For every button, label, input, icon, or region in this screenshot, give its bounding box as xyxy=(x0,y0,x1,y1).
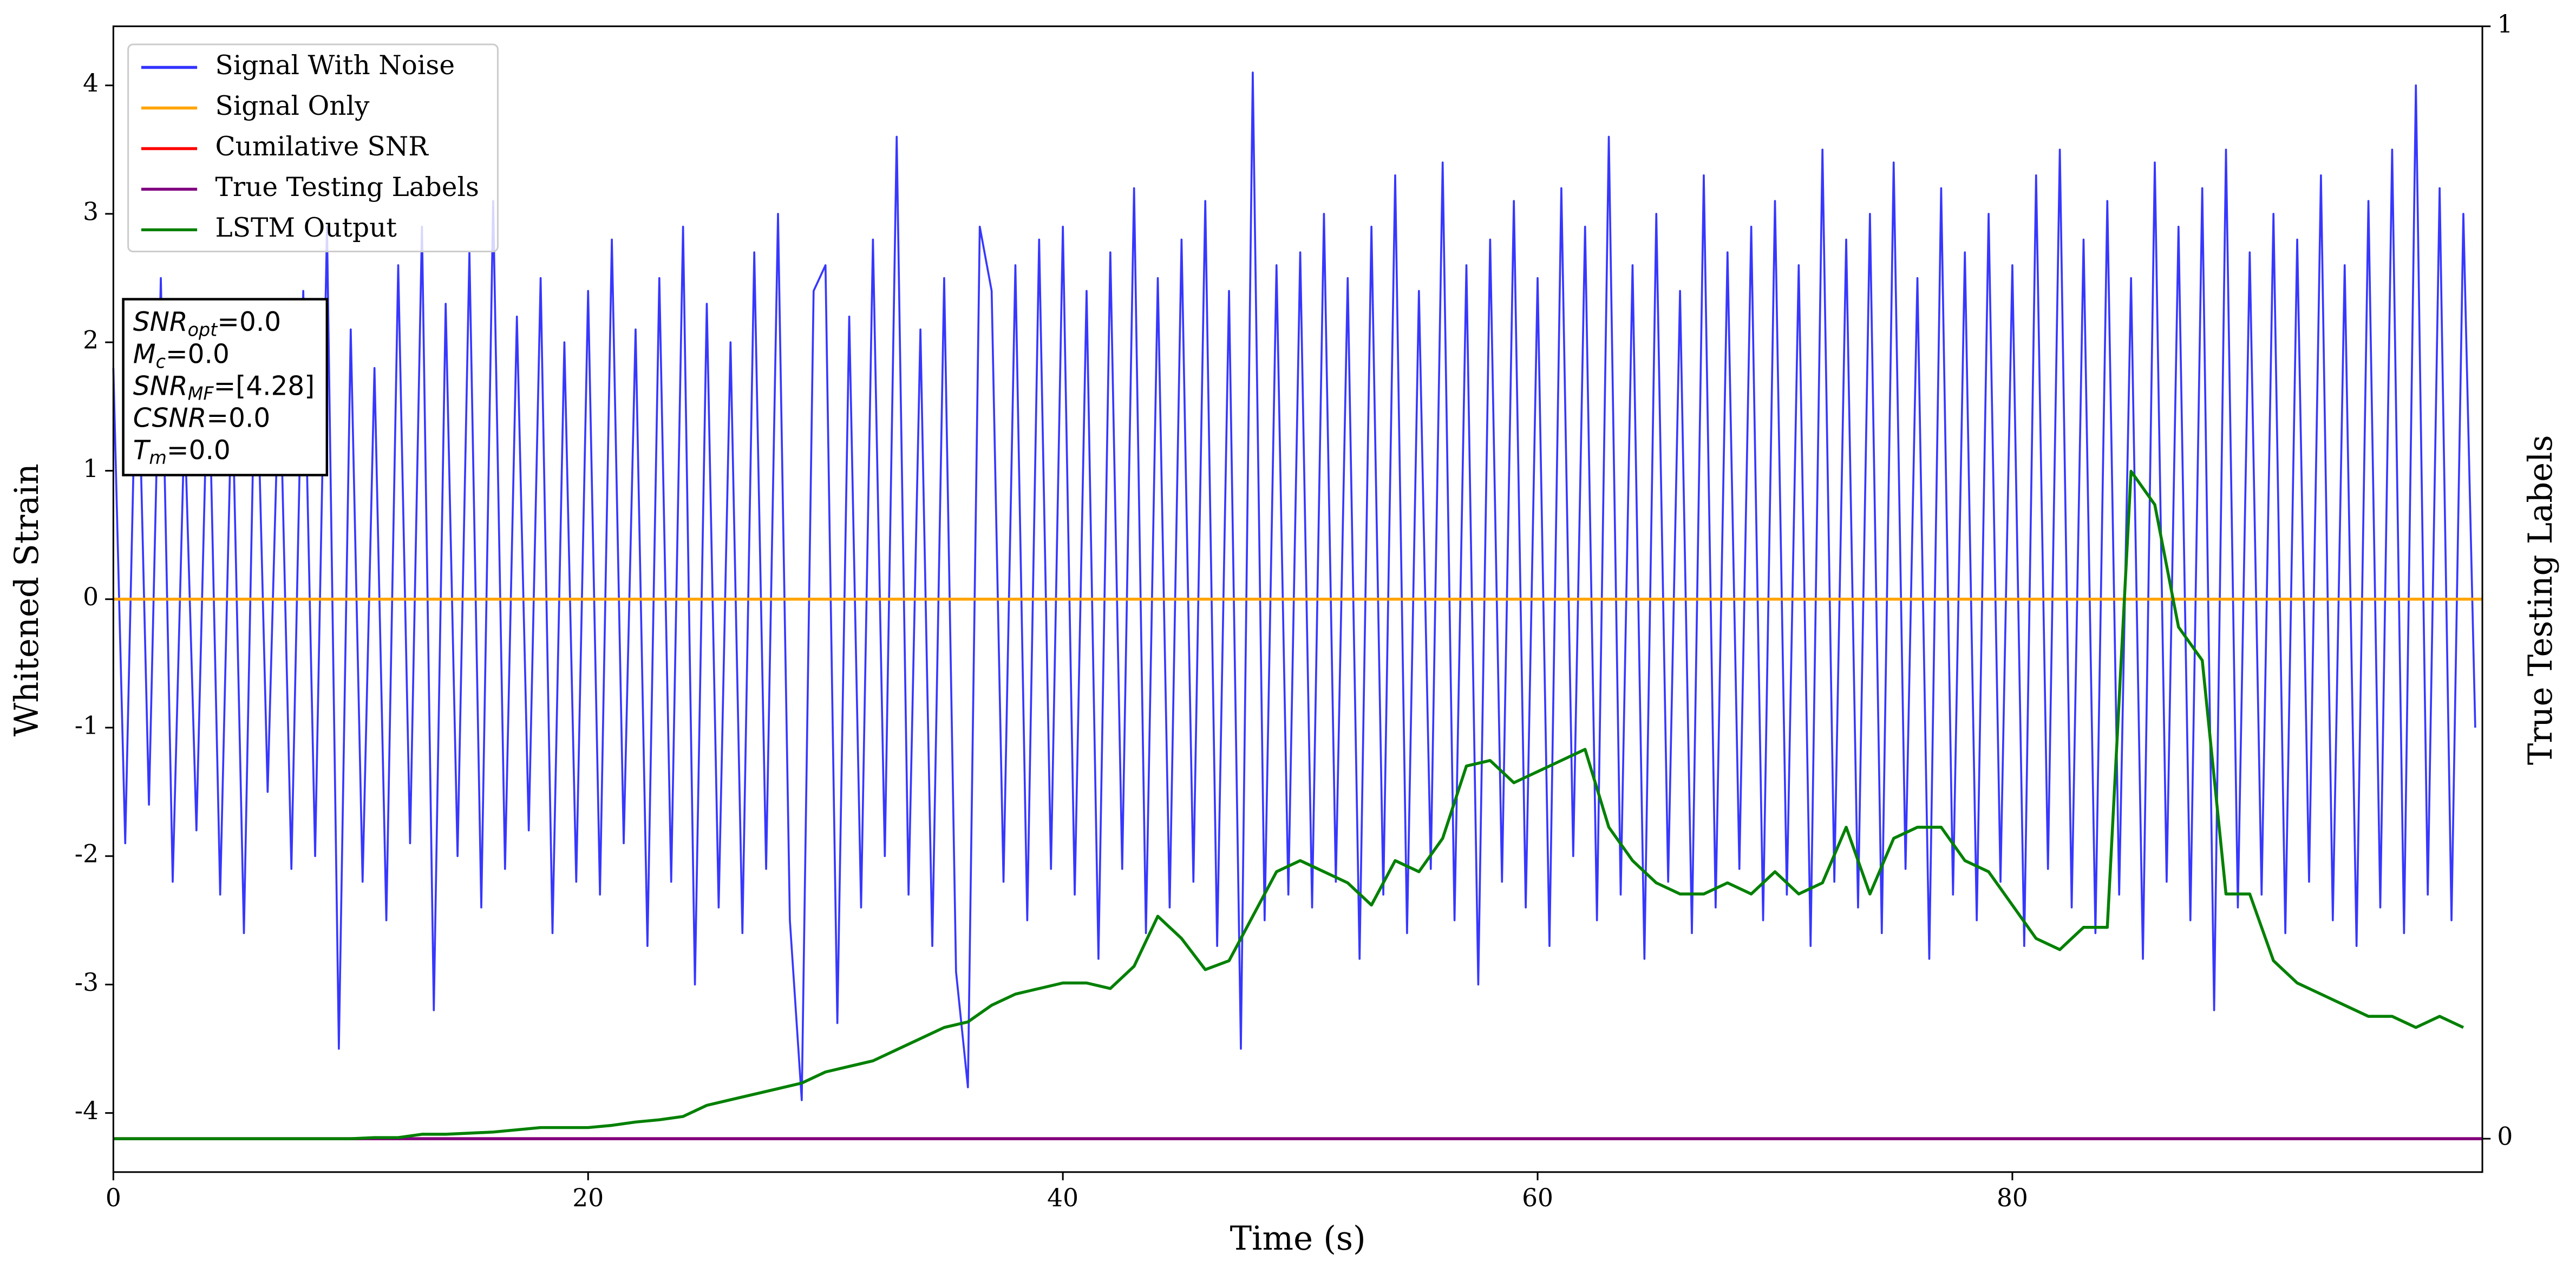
annotation-value: =0.0 xyxy=(206,403,270,434)
annotation-line: CSNR=0.0 xyxy=(133,403,270,434)
y-tick-label: 1 xyxy=(83,454,99,483)
legend-label: LSTM Output xyxy=(215,213,397,243)
x-tick-label: 60 xyxy=(1522,1184,1553,1212)
annotation-subscript: c xyxy=(156,351,166,372)
legend-label: True Testing Labels xyxy=(215,172,479,202)
annotation-symbol: M xyxy=(133,339,156,369)
y-tick-label: -2 xyxy=(75,840,99,868)
annotation: SNRopt=0.0Mc=0.0SNRMF=[4.28]CSNR=0.0Tm=0… xyxy=(122,298,329,476)
annotation-subscript: opt xyxy=(188,319,219,340)
series-line xyxy=(112,71,2476,1101)
y-tick-label: 2 xyxy=(83,326,99,355)
annotation-line: SNRopt=0.0 xyxy=(133,307,281,340)
x-tick-label: 80 xyxy=(1997,1184,2028,1212)
annotation-symbol: CSNR xyxy=(133,403,207,434)
legend-box xyxy=(127,43,499,253)
y2-tick-label: 0 xyxy=(2497,1122,2513,1151)
series-line xyxy=(113,469,2464,1140)
annotation-value: =0.0 xyxy=(167,435,231,466)
plot-area xyxy=(112,71,2483,1140)
legend-label: Signal With Noise xyxy=(215,50,455,81)
y-axis-label: Whitened Strain xyxy=(8,463,46,736)
annotation-line: Mc=0.0 xyxy=(133,339,230,372)
y-tick-label: -3 xyxy=(75,968,99,997)
legend-label: Signal Only xyxy=(215,91,370,121)
annotation-value: =[4.28] xyxy=(214,371,315,402)
annotation-symbol: SNR xyxy=(133,371,188,402)
y-tick-label: -1 xyxy=(75,711,99,740)
annotation-value: =0.0 xyxy=(166,339,230,369)
y-tick-label: 3 xyxy=(83,197,99,226)
annotation-box xyxy=(122,298,329,476)
annotation-symbol: T xyxy=(133,435,151,466)
y-tick-label: 0 xyxy=(83,583,99,611)
x-tick-label: 40 xyxy=(1047,1184,1078,1212)
legend-label: Cumilative SNR xyxy=(215,132,429,162)
annotation-line: Tm=0.0 xyxy=(133,435,231,468)
y2-axis-label: True Testing Labels xyxy=(2522,435,2560,765)
y2-tick-label: 1 xyxy=(2497,10,2513,38)
x-axis-label: Time (s) xyxy=(1230,1220,1366,1258)
y-tick-label: 4 xyxy=(83,69,99,97)
y-tick-label: -4 xyxy=(75,1096,99,1125)
annotation-symbol: SNR xyxy=(133,307,188,337)
annotation-value: =0.0 xyxy=(217,307,281,337)
legend: Signal With Noise Signal Only Cumilative S… xyxy=(127,43,499,253)
x-tick-label: 20 xyxy=(572,1184,604,1212)
annotation-subscript: m xyxy=(149,447,167,468)
annotation-line: SNRMF=[4.28] xyxy=(133,371,315,404)
annotation-subscript: MF xyxy=(188,383,214,404)
x-tick-label: 0 xyxy=(106,1184,121,1212)
